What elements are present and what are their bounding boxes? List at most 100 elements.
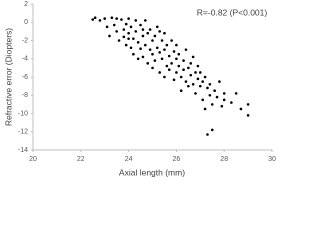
- point: [182, 59, 185, 62]
- point: [112, 23, 116, 27]
- point: [179, 75, 183, 79]
- point: [122, 28, 126, 31]
- y-tick-label: -6: [22, 74, 28, 81]
- point: [93, 16, 97, 19]
- point: [175, 71, 178, 74]
- point: [203, 75, 207, 79]
- point: [184, 80, 188, 83]
- point: [199, 84, 202, 88]
- point: [222, 98, 226, 102]
- point: [158, 51, 161, 54]
- point: [222, 92, 226, 95]
- point: [246, 114, 250, 117]
- point: [139, 23, 142, 27]
- point: [134, 19, 138, 22]
- y-tick-label: -8: [22, 92, 28, 99]
- point: [184, 48, 188, 51]
- point: [148, 48, 152, 51]
- point: [172, 50, 176, 53]
- point: [158, 71, 161, 74]
- point: [163, 48, 166, 51]
- point: [163, 31, 166, 35]
- point: [201, 80, 204, 83]
- point: [191, 83, 195, 86]
- point: [239, 107, 243, 111]
- point: [234, 92, 238, 95]
- y-tick-label: -14: [18, 147, 28, 154]
- point: [213, 89, 216, 92]
- point: [105, 25, 109, 29]
- point: [210, 128, 214, 132]
- x-tick-label: 28: [220, 156, 228, 163]
- point: [132, 52, 135, 56]
- point: [144, 43, 147, 47]
- point: [103, 17, 106, 20]
- point: [141, 55, 145, 59]
- point: [201, 98, 204, 102]
- point: [151, 52, 154, 56]
- x-tick-label: 30: [268, 156, 276, 163]
- annotation: R=-0.82 (P<0.001): [197, 7, 268, 17]
- point: [148, 28, 152, 31]
- point: [151, 66, 154, 70]
- x-tick-label: 24: [125, 156, 133, 163]
- point: [172, 78, 176, 82]
- point: [115, 30, 118, 33]
- y-axis-label: Refractive error (Diopters): [3, 28, 13, 126]
- y-tick-label: 0: [24, 19, 28, 26]
- point: [158, 30, 161, 33]
- point: [187, 84, 190, 88]
- x-tick-label: 20: [29, 156, 37, 163]
- point: [206, 86, 209, 90]
- point: [127, 31, 130, 35]
- point: [124, 43, 128, 47]
- point: [151, 39, 154, 42]
- point: [134, 30, 138, 33]
- point: [136, 41, 140, 44]
- point: [124, 22, 128, 26]
- point: [160, 57, 164, 61]
- point: [230, 101, 233, 104]
- point: [153, 59, 157, 62]
- point: [98, 19, 102, 22]
- point: [108, 34, 111, 38]
- point: [165, 43, 169, 47]
- point: [206, 133, 209, 136]
- chart: R=-0.82 (P<0.001) Axial length (mm) Refr…: [3, 1, 276, 177]
- y-tick-label: -10: [18, 110, 28, 117]
- point: [120, 18, 123, 21]
- point: [167, 68, 171, 71]
- point: [220, 104, 224, 108]
- x-tick-label: 22: [77, 156, 85, 163]
- point: [177, 64, 181, 68]
- point: [170, 62, 173, 65]
- point: [155, 25, 159, 29]
- point: [175, 43, 178, 47]
- point: [215, 95, 219, 99]
- point: [163, 75, 166, 79]
- point: [144, 19, 147, 22]
- point: [139, 47, 142, 51]
- point: [153, 34, 157, 38]
- point: [208, 83, 212, 86]
- y-tick-label: 2: [24, 1, 28, 8]
- point: [182, 68, 185, 71]
- point: [146, 62, 150, 65]
- point: [179, 89, 183, 92]
- y-tick-label: -12: [18, 129, 28, 136]
- point: [132, 37, 135, 40]
- point: [160, 39, 164, 42]
- point: [155, 46, 159, 50]
- point: [91, 18, 95, 21]
- point: [170, 39, 173, 42]
- point: [175, 57, 178, 61]
- point: [165, 64, 169, 68]
- point: [196, 77, 200, 81]
- point: [199, 71, 202, 74]
- point: [129, 46, 133, 50]
- point: [177, 52, 181, 56]
- point: [218, 80, 221, 83]
- point: [194, 92, 197, 95]
- point: [129, 25, 133, 29]
- y-tick-label: -4: [22, 56, 28, 63]
